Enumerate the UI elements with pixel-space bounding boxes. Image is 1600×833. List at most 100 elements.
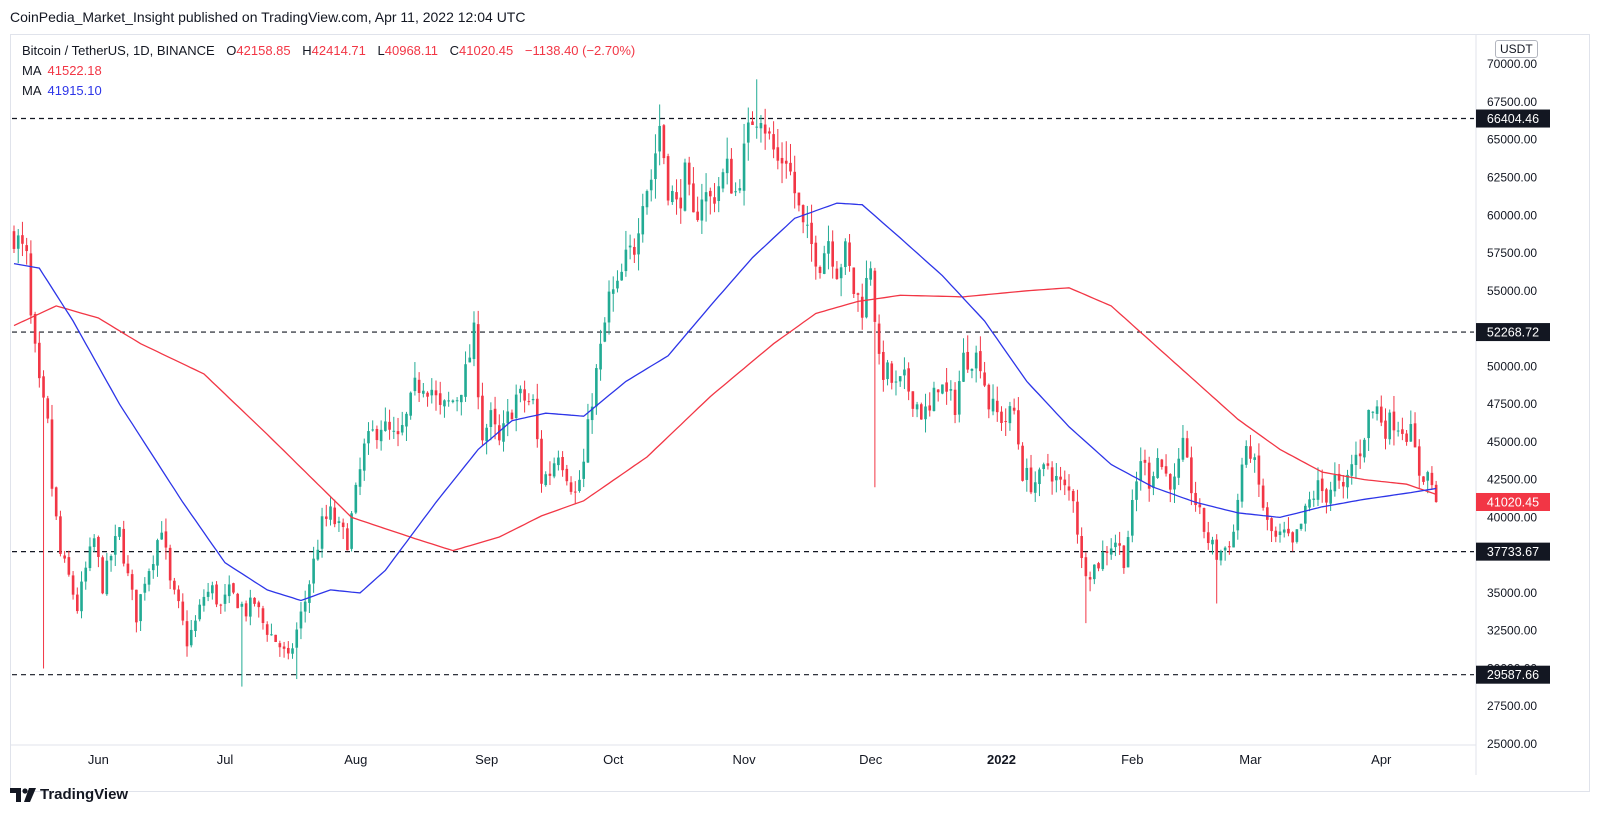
tradingview-footer[interactable]: TradingView bbox=[10, 786, 128, 803]
candle bbox=[59, 516, 62, 554]
candle bbox=[75, 594, 79, 612]
y-tick-label: 25000.00 bbox=[1487, 737, 1537, 751]
candle bbox=[919, 404, 923, 420]
currency-selector[interactable]: USDT bbox=[1495, 40, 1538, 58]
candle bbox=[324, 516, 328, 519]
candle bbox=[194, 620, 197, 632]
candle bbox=[113, 536, 117, 555]
candle bbox=[168, 547, 172, 581]
candle bbox=[232, 583, 235, 593]
candle bbox=[1358, 453, 1362, 457]
candle bbox=[738, 188, 742, 191]
candle bbox=[295, 629, 299, 648]
candle bbox=[844, 241, 847, 268]
candle bbox=[696, 211, 699, 221]
candle bbox=[485, 427, 488, 442]
candle bbox=[772, 134, 775, 150]
symbol-label[interactable]: Bitcoin / TetherUS, 1D, BINANCE bbox=[22, 43, 215, 58]
candle bbox=[346, 528, 349, 551]
x-tick-label: Dec bbox=[859, 752, 883, 767]
candle bbox=[1388, 412, 1392, 440]
candle bbox=[405, 413, 408, 427]
candle bbox=[628, 245, 632, 248]
candle bbox=[67, 557, 71, 575]
ma-fast-label: MA bbox=[22, 83, 42, 98]
candle bbox=[1063, 479, 1067, 486]
low-label: L bbox=[377, 43, 385, 58]
ma-slow-line bbox=[13, 287, 1437, 552]
candle bbox=[1325, 489, 1328, 503]
high-value: 42414.71 bbox=[311, 43, 366, 58]
candle bbox=[957, 381, 961, 415]
ma-slow-row[interactable]: MA 41522.18 bbox=[22, 61, 635, 81]
candle bbox=[396, 431, 400, 435]
ma-fast-value: 41915.10 bbox=[47, 83, 102, 98]
candle bbox=[122, 528, 126, 564]
candle bbox=[898, 376, 902, 382]
candle bbox=[1274, 530, 1278, 537]
candle bbox=[1080, 536, 1083, 559]
candle bbox=[633, 246, 636, 255]
candle bbox=[974, 352, 978, 369]
candle bbox=[708, 190, 712, 197]
candle bbox=[941, 384, 944, 394]
candle bbox=[519, 388, 522, 394]
candle bbox=[1232, 531, 1235, 548]
y-tick-label: 47500.00 bbox=[1487, 397, 1537, 411]
candle bbox=[126, 563, 130, 574]
y-tick-label: 45000.00 bbox=[1487, 435, 1537, 449]
candle bbox=[101, 557, 104, 594]
candle bbox=[573, 491, 577, 493]
candle bbox=[1316, 480, 1320, 500]
candle bbox=[814, 242, 818, 267]
candle bbox=[1266, 507, 1269, 520]
y-tick-label: 67500.00 bbox=[1487, 95, 1537, 109]
candle bbox=[784, 160, 788, 164]
candle bbox=[671, 191, 674, 203]
candle bbox=[1004, 421, 1008, 423]
high-label: H bbox=[302, 43, 312, 58]
candle bbox=[1084, 557, 1088, 577]
candle bbox=[1240, 464, 1244, 502]
candle bbox=[882, 351, 885, 380]
candle bbox=[1228, 546, 1231, 548]
candle bbox=[1130, 500, 1134, 536]
candle bbox=[337, 521, 341, 523]
candle bbox=[417, 379, 421, 394]
candle bbox=[877, 323, 881, 354]
candle bbox=[1320, 478, 1324, 492]
candle bbox=[1185, 438, 1189, 458]
candle bbox=[683, 162, 687, 211]
candle bbox=[1312, 498, 1316, 500]
candle bbox=[1354, 454, 1358, 466]
candle bbox=[50, 419, 54, 489]
candle bbox=[181, 601, 185, 621]
candle bbox=[1257, 455, 1261, 485]
candle bbox=[768, 131, 771, 134]
candle bbox=[1346, 474, 1349, 488]
candle bbox=[472, 322, 476, 359]
candle bbox=[312, 558, 315, 584]
candle bbox=[257, 602, 261, 608]
candle bbox=[1396, 430, 1400, 432]
candle bbox=[33, 313, 37, 344]
candle bbox=[430, 389, 434, 396]
candle bbox=[911, 391, 915, 409]
candle bbox=[654, 153, 657, 180]
candle bbox=[578, 479, 581, 491]
candle bbox=[1308, 499, 1311, 508]
candle bbox=[1012, 407, 1016, 411]
level-label-bg bbox=[1476, 109, 1550, 128]
candle bbox=[544, 474, 548, 486]
candle bbox=[379, 429, 383, 442]
ma-fast-row[interactable]: MA 41915.10 bbox=[22, 81, 635, 101]
candle bbox=[481, 395, 484, 441]
open-label: O bbox=[226, 43, 237, 58]
candle bbox=[936, 389, 940, 393]
level-label: 52268.72 bbox=[1487, 326, 1539, 340]
candle bbox=[88, 546, 92, 569]
candle bbox=[561, 457, 564, 471]
candle bbox=[751, 121, 754, 125]
candle bbox=[16, 235, 20, 249]
